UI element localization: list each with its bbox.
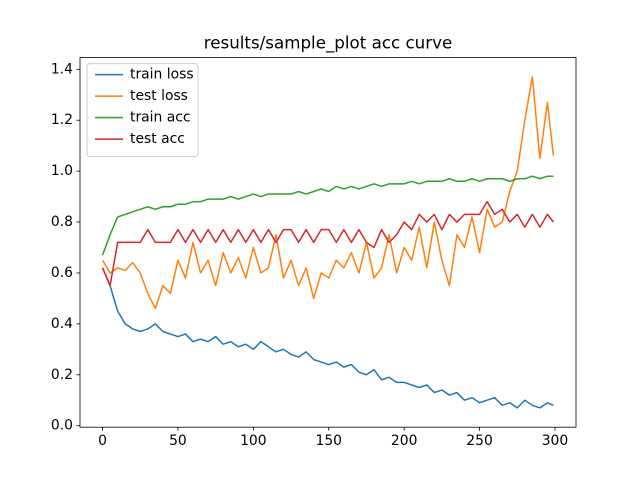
x-tick-label: 200 [391,433,418,449]
legend-label: test loss [130,88,188,104]
y-tick-label: 1.0 [51,163,73,179]
y-tick-label: 0.2 [51,367,73,383]
y-tick-label: 0.4 [51,316,73,332]
x-tick-label: 50 [169,433,187,449]
y-tick-label: 0.8 [51,214,73,230]
series-line [101,76,555,310]
legend-label: test acc [130,131,185,147]
legend-label: train acc [130,110,191,126]
series-line [101,200,555,287]
x-tick-label: 250 [466,433,493,449]
y-tick-label: 1.4 [51,61,73,77]
series-line [101,267,554,409]
axes-frame [79,57,577,428]
chart-title: results/sample_plot acc curve [204,33,452,54]
legend: train loss test loss train acc test acc [86,63,199,158]
y-tick-label: 0.6 [51,265,73,281]
y-tick-label: 0.0 [51,418,73,434]
x-tick-label: 0 [98,433,107,449]
x-tick-label: 300 [542,433,569,449]
series-line [101,175,554,256]
y-tick-label: 1.2 [51,112,73,128]
legend-label: train loss [130,67,194,83]
x-tick-label: 100 [240,433,267,449]
legend-box [86,63,199,158]
x-tick-label: 150 [315,433,342,449]
